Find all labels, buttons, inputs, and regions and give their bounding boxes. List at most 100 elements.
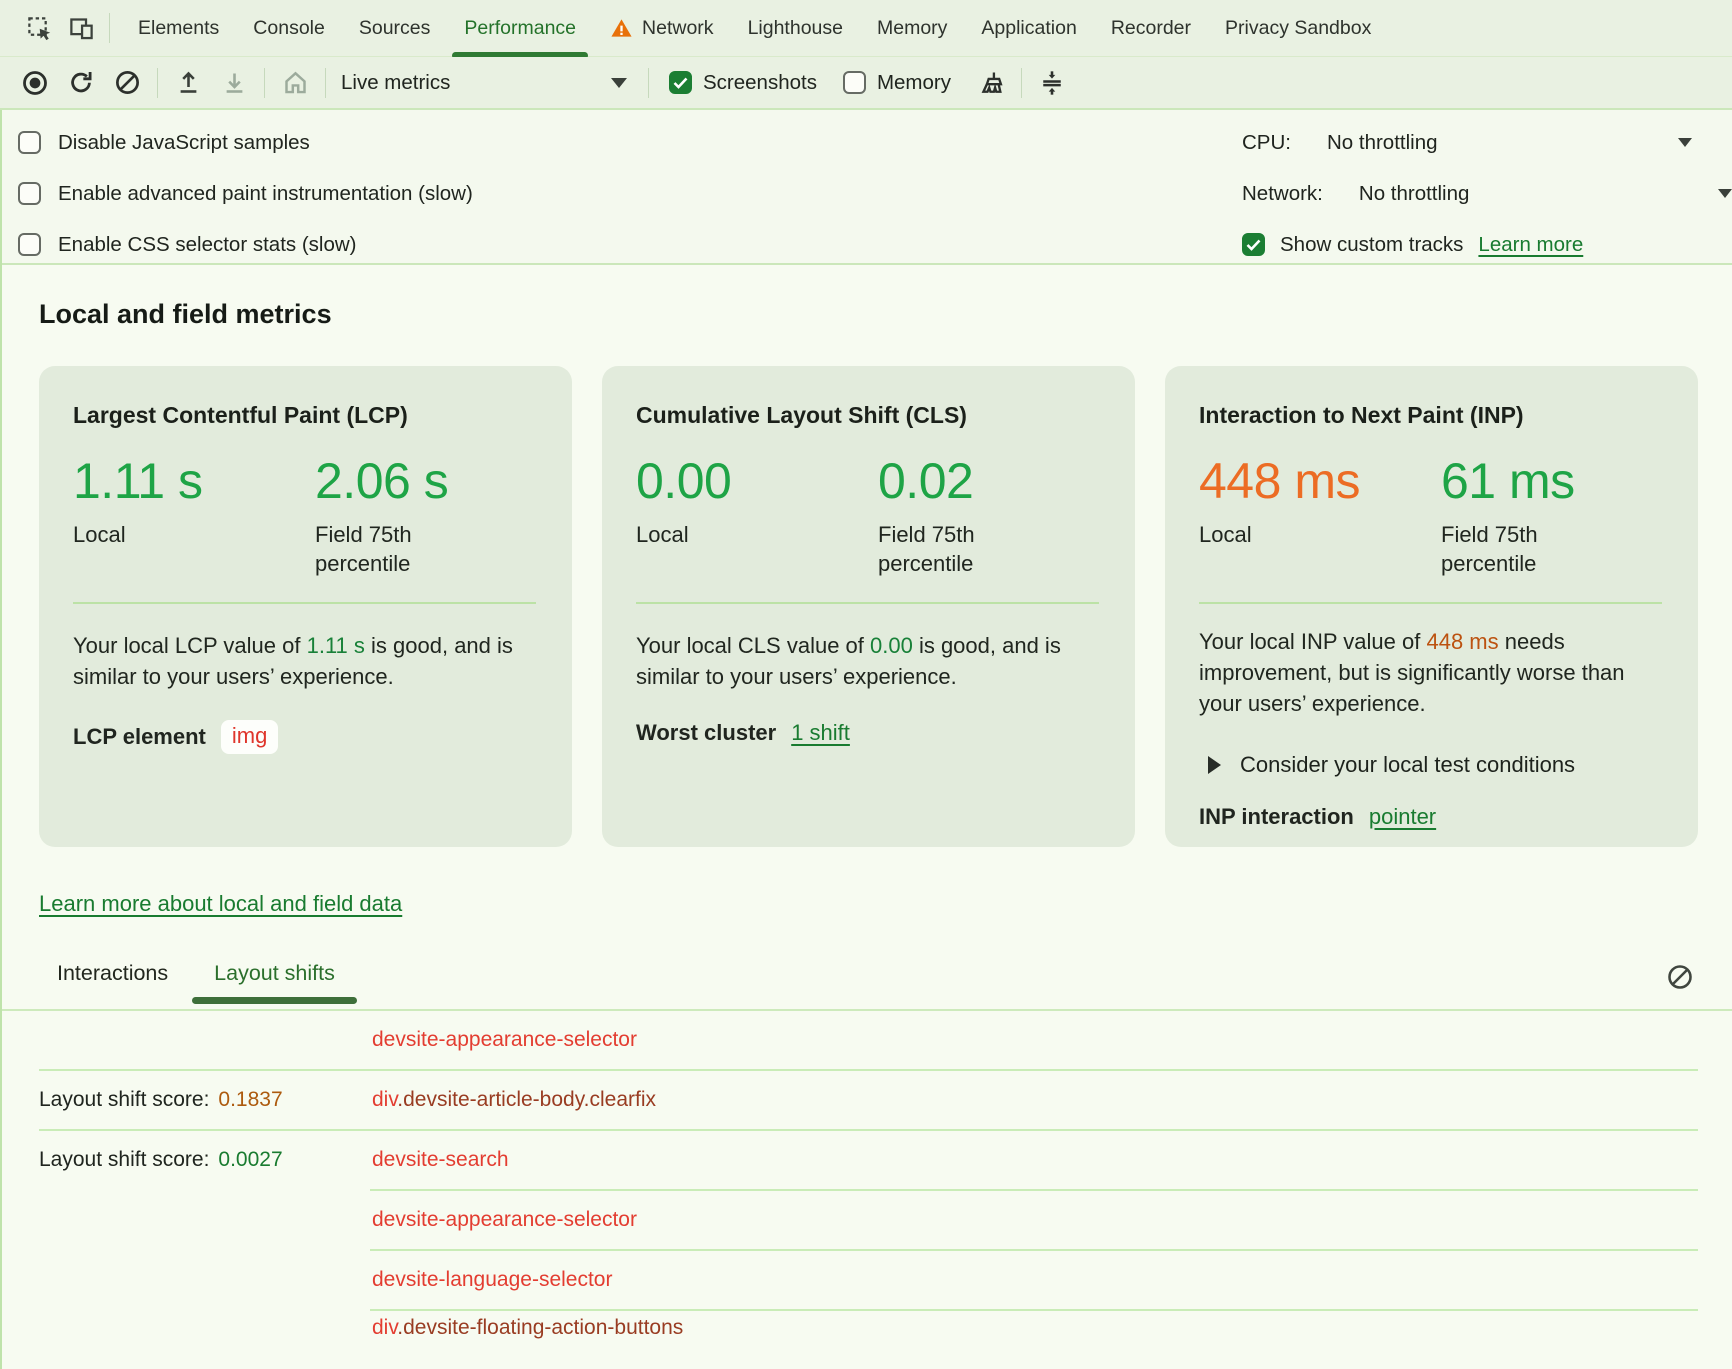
tab-application[interactable]: Application [981, 16, 1077, 39]
row-divider [39, 1069, 1698, 1071]
record-button[interactable] [12, 62, 58, 104]
advanced-paint-checkbox[interactable] [18, 182, 41, 205]
divider [264, 67, 265, 98]
device-toolbar-icon[interactable] [60, 7, 102, 49]
capture-settings: Disable JavaScript samples Enable advanc… [2, 110, 1732, 265]
inp-description: Your local INP value of 448 ms needs imp… [1199, 628, 1625, 717]
tab-privacy-sandbox[interactable]: Privacy Sandbox [1225, 16, 1372, 39]
divider [1021, 67, 1022, 98]
tab-interactions[interactable]: Interactions [57, 961, 169, 985]
lcp-card: Largest Contentful Paint (LCP) 1.11 s Lo… [39, 366, 572, 847]
local-test-conditions-disclosure[interactable]: Consider your local test conditions [1199, 752, 1664, 778]
inp-card-title: Interaction to Next Paint (INP) [1199, 402, 1524, 428]
tab-layout-shifts[interactable]: Layout shifts [192, 961, 357, 1004]
worst-cluster-link[interactable]: 1 shift [791, 720, 850, 746]
memory-toggle[interactable]: Memory [842, 70, 951, 95]
divider [109, 13, 110, 43]
row-divider [370, 1189, 1698, 1191]
panel-tabs: Elements Console Sources Performance Net… [121, 0, 1732, 57]
inp-field-label: Field 75th percentile [1441, 521, 1538, 576]
learn-more-link[interactable]: Learn more [1478, 232, 1584, 256]
table-row: Layout shift score: 0.0027 devsite-searc… [39, 1131, 1698, 1189]
screenshots-toggle[interactable]: Screenshots [669, 71, 817, 95]
memory-checkbox[interactable] [842, 71, 866, 94]
local-test-conditions-label: Consider your local test conditions [1240, 751, 1576, 777]
lcp-field-value: 2.06 s [315, 453, 449, 509]
lcp-description: Your local LCP value of 1.11 s is good, … [73, 632, 513, 690]
divider [648, 67, 649, 98]
advanced-paint-option[interactable]: Enable advanced paint instrumentation (s… [2, 168, 1732, 219]
garbage-collect-icon[interactable] [968, 62, 1014, 104]
inp-interaction-link[interactable]: pointer [1368, 803, 1437, 829]
tab-console[interactable]: Console [253, 16, 325, 39]
shift-element-link[interactable]: div.devsite-floating-action-buttons [372, 1316, 684, 1339]
tab-memory[interactable]: Memory [876, 16, 948, 39]
metric-cards: Largest Contentful Paint (LCP) 1.11 s Lo… [39, 366, 1732, 847]
tab-sources[interactable]: Sources [358, 16, 431, 39]
row-divider [39, 1129, 1698, 1131]
disable-js-samples-option[interactable]: Disable JavaScript samples [2, 117, 1732, 168]
network-value: No throttling [1358, 181, 1470, 205]
layout-shifts-table: devsite-appearance-selector Layout shift… [39, 1011, 1698, 1369]
section-title: Local and field metrics [39, 299, 332, 329]
field-data-learn-more-link[interactable]: Learn more about local and field data [39, 891, 403, 916]
show-custom-tracks-option[interactable]: Show custom tracks Learn more [1120, 219, 1732, 270]
logs-tab-bar: Interactions Layout shifts [2, 961, 1732, 1011]
card-divider [73, 601, 536, 604]
table-row: devsite-language-selector [39, 1251, 1698, 1309]
lcp-element-link[interactable]: img [220, 720, 279, 755]
lcp-card-title: Largest Contentful Paint (LCP) [73, 402, 408, 428]
screenshots-checkbox[interactable] [669, 71, 692, 94]
tab-network[interactable]: Network [593, 0, 731, 57]
inp-local-value: 448 ms [1199, 453, 1360, 509]
inp-card: Interaction to Next Paint (INP) 448 ms L… [1165, 366, 1698, 847]
home-icon[interactable] [272, 62, 318, 104]
shift-score-label: Layout shift score: [39, 1088, 210, 1111]
cls-field-value: 0.02 [878, 453, 974, 509]
shift-score-value: 0.1837 [218, 1088, 283, 1111]
clear-button[interactable] [104, 62, 150, 104]
shift-element-link[interactable]: devsite-appearance-selector [372, 1028, 637, 1051]
warning-icon [610, 17, 633, 40]
throttling-settings: CPU: No throttling Network: No throttlin… [1120, 110, 1732, 270]
tab-elements[interactable]: Elements [138, 16, 220, 39]
shift-element-link[interactable]: devsite-language-selector [372, 1268, 613, 1291]
tab-lighthouse[interactable]: Lighthouse [747, 16, 843, 39]
shift-element-link[interactable]: devsite-search [372, 1148, 509, 1171]
tab-network-label: Network [642, 16, 714, 39]
cls-card: Cumulative Layout Shift (CLS) 0.00 Local… [602, 366, 1135, 847]
chevron-down-icon [1678, 138, 1692, 147]
network-throttling-select[interactable]: Network: No throttling [1120, 168, 1732, 219]
shift-score-label: Layout shift score: [39, 1148, 210, 1171]
reload-record-button[interactable] [58, 62, 104, 104]
css-selector-stats-label: Enable CSS selector stats (slow) [58, 232, 357, 256]
css-selector-stats-option[interactable]: Enable CSS selector stats (slow) [2, 219, 1732, 270]
lcp-local-label: Local [73, 521, 126, 547]
mode-select[interactable]: Live metrics [341, 71, 641, 95]
shift-element-link[interactable]: devsite-appearance-selector [372, 1208, 637, 1231]
table-row: div.devsite-floating-action-buttons [39, 1311, 1698, 1369]
clear-log-icon[interactable] [1666, 963, 1694, 996]
cpu-throttling-select[interactable]: CPU: No throttling [1120, 117, 1732, 168]
chevron-down-icon [1718, 189, 1732, 198]
mode-select-value: Live metrics [341, 70, 451, 94]
tab-recorder[interactable]: Recorder [1110, 16, 1192, 39]
shift-element-link[interactable]: div.devsite-article-body.clearfix [372, 1088, 657, 1111]
divider [157, 67, 158, 98]
show-custom-tracks-checkbox[interactable] [1242, 233, 1265, 256]
upload-profile-icon[interactable] [165, 62, 211, 104]
memory-label: Memory [876, 70, 951, 94]
inspect-element-icon[interactable] [18, 7, 60, 49]
tab-performance[interactable]: Performance [447, 0, 593, 57]
download-profile-icon[interactable] [211, 62, 257, 104]
cls-field-label: Field 75th percentile [878, 521, 975, 576]
disable-js-samples-checkbox[interactable] [18, 131, 41, 154]
collapse-sections-icon[interactable] [1029, 62, 1075, 104]
devtools-tab-bar: Elements Console Sources Performance Net… [0, 0, 1732, 57]
table-row: devsite-appearance-selector [39, 1191, 1698, 1249]
cpu-value: No throttling [1326, 130, 1438, 154]
css-selector-stats-checkbox[interactable] [18, 233, 41, 256]
lcp-local-value: 1.11 s [73, 453, 203, 509]
cls-card-title: Cumulative Layout Shift (CLS) [636, 402, 967, 428]
table-row: Layout shift score: 0.1837 div.devsite-a… [39, 1071, 1698, 1129]
